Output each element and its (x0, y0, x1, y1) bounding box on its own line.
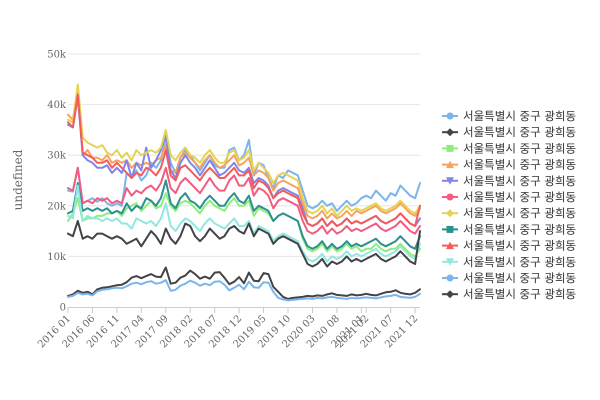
legend-marker (446, 241, 454, 250)
y-tick-label: 0 (60, 303, 66, 314)
legend-marker (446, 193, 454, 201)
legend-item[interactable]: 서울특별시 중구 광희동 (442, 222, 576, 236)
legend-label: 서울특별시 중구 광희동 (463, 125, 576, 139)
y-tick-label: 10k (47, 252, 67, 263)
series-line-9 (67, 93, 421, 227)
legend-label: 서울특별시 중구 광희동 (463, 271, 576, 285)
legend-label: 서울특별시 중구 광희동 (463, 158, 576, 172)
legend-marker (446, 274, 454, 282)
legend-item[interactable]: 서울특별시 중구 광희동 (442, 125, 576, 139)
legend-item[interactable]: 서울특별시 중구 광희동 (442, 239, 576, 253)
series-line-11 (67, 279, 421, 302)
legend-label: 서울특별시 중구 광희동 (463, 206, 576, 220)
series-line-3 (67, 192, 421, 258)
series-lines (67, 83, 421, 302)
legend-marker (446, 128, 454, 137)
legend-marker (446, 290, 454, 299)
legend-item[interactable]: 서울특별시 중구 광희동 (442, 190, 576, 204)
legend-marker (446, 144, 454, 152)
legend-marker (446, 209, 454, 218)
y-tick-label: 50k (47, 50, 67, 61)
y-axis-label: undefined (11, 149, 25, 210)
legend-label: 서울특별시 중구 광희동 (463, 255, 576, 269)
legend-marker (446, 112, 454, 120)
series-line-8 (67, 179, 421, 250)
legend-item[interactable]: 서울특별시 중구 광희동 (442, 255, 576, 269)
legend-label: 서울특별시 중구 광희동 (463, 141, 576, 155)
series-line-12 (67, 220, 421, 268)
legend-item[interactable]: 서울특별시 중구 광희동 (442, 141, 576, 155)
y-axis-ticks: 0 10k 20k 30k 40k 50k (47, 50, 67, 314)
y-tick-label: 30k (47, 151, 67, 162)
legend-marker (446, 225, 454, 233)
y-tick-label: 20k (47, 201, 67, 212)
legend-item[interactable]: 서울특별시 중구 광희동 (442, 174, 576, 188)
legend-marker (446, 160, 454, 169)
series-line-10 (67, 184, 421, 263)
series-line-2 (67, 266, 421, 300)
y-tick-label: 40k (47, 100, 67, 111)
legend-label: 서울특별시 중구 광희동 (463, 287, 576, 301)
legend-marker (446, 258, 454, 266)
legend-label: 서울특별시 중구 광희동 (463, 239, 576, 253)
legend-item[interactable]: 서울특별시 중구 광희동 (442, 271, 576, 285)
legend-item[interactable]: 서울특별시 중구 광희동 (442, 109, 576, 123)
legend-marker (446, 177, 454, 185)
legend-item[interactable]: 서울특별시 중구 광희동 (442, 206, 576, 220)
series-line-6 (67, 166, 421, 235)
legend-label: 서울특별시 중구 광희동 (463, 109, 576, 123)
series-line-7 (67, 83, 421, 217)
legend-label: 서울특별시 중구 광희동 (463, 190, 576, 204)
legend-item[interactable]: 서울특별시 중구 광희동 (442, 158, 576, 172)
legend-item[interactable]: 서울특별시 중구 광희동 (442, 287, 576, 301)
legend-label: 서울특별시 중구 광희동 (463, 222, 576, 236)
legend-label: 서울특별시 중구 광희동 (463, 174, 576, 188)
